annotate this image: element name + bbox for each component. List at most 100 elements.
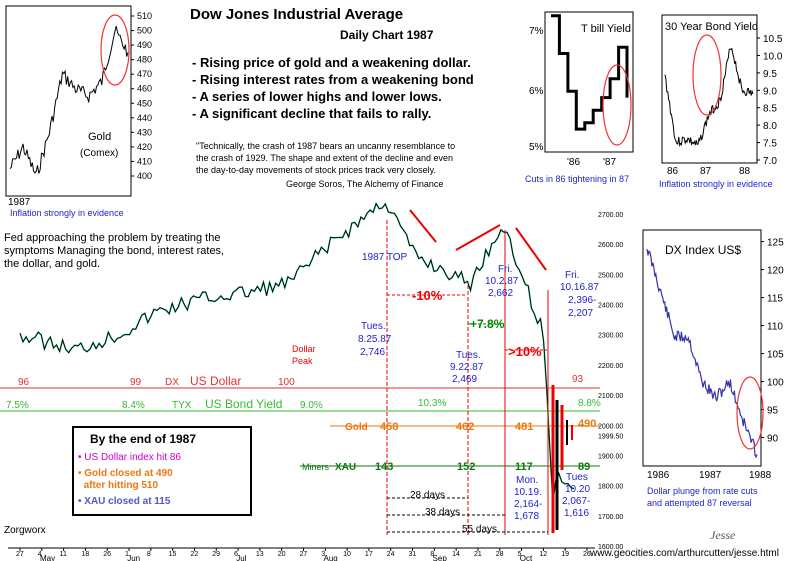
xau-val-2: 152 <box>457 461 475 473</box>
tues3-line3: 2,067- <box>562 496 590 507</box>
usd-val-4: 93 <box>572 374 584 385</box>
bond-xtick-86: 86 <box>667 166 679 177</box>
main-xtick-day: 17 <box>365 551 373 558</box>
bond-val-4: 10.3% <box>418 398 446 409</box>
pct-gt-10: >10% <box>508 344 542 359</box>
signature: Jesse <box>710 528 736 542</box>
main-xtick-month: Jun <box>127 554 140 561</box>
gold-ytick-label: 430 <box>137 127 152 137</box>
dx-axis: 90 95 100 105 110 115 120 125 <box>761 238 784 445</box>
bullet-3: - A series of lower highs and lower lows… <box>192 89 442 104</box>
dow-main-chart: 2700.00 2600.00 2500.00 2400.00 2300.00 2200.… <box>0 201 623 561</box>
gold-ytick-label: 410 <box>137 156 152 166</box>
tbill-xtick-87: '87 <box>603 157 616 168</box>
tues3-line4: 1,616 <box>564 508 589 519</box>
dollar-peak-2: Peak <box>292 356 313 366</box>
tbill-ytick-5: 5% <box>529 142 544 153</box>
bond-ytick-label: 9.0 <box>763 86 777 97</box>
main-ytick-label: 2600.00 <box>598 242 623 249</box>
main-xtick-month: Aug <box>324 554 338 561</box>
tbill-inset: T bill Yield 7% 6% 5% '86 '87 Cuts in 86… <box>525 11 634 184</box>
bullet-4: - A significant decline that fails to ra… <box>192 106 432 121</box>
chart-title: Dow Jones Industrial Average <box>190 6 404 23</box>
mon-line2: 10.19. <box>514 487 542 498</box>
main-xtick-day: 26 <box>583 551 591 558</box>
gold-ytick-label: 480 <box>137 55 152 65</box>
bond-caption: Inflation strongly in evidence <box>659 179 773 189</box>
dx-xtick-1988: 1988 <box>749 470 772 481</box>
website-link[interactable]: www.geocities.com/arthurcutten/jesse.htm… <box>590 548 779 559</box>
gold-comex-label: (Comex) <box>80 148 118 159</box>
dx-ytick-label: 100 <box>767 378 784 389</box>
trend-line-3 <box>515 227 547 271</box>
gold-val-4: 490 <box>578 418 596 430</box>
fri2-line1: Fri. <box>565 270 579 281</box>
dx-caption-1: Dollar plunge from rate cuts <box>647 486 758 496</box>
bond-ytick-label: 7.5 <box>763 139 777 150</box>
main-xtick-day: 21 <box>474 551 482 558</box>
tbill-ytick-6: 6% <box>529 86 544 97</box>
fri2-line4: 2,207 <box>568 308 593 319</box>
dollar-peak-1: Dollar <box>292 344 316 354</box>
gold-inset: 400 410 420 430 440 450 460 470 480 490 500 510 Gol… <box>5 5 152 218</box>
main-xtick-day: 31 <box>409 551 417 558</box>
tues2-line1: Tues. <box>456 350 481 361</box>
dx-caption-2: and attempted 87 reversal <box>647 498 752 508</box>
main-xtick-day: 20 <box>278 551 286 558</box>
days-38: 38 days <box>425 507 460 518</box>
main-ytick-label: 2100.00 <box>598 393 623 400</box>
summary-item-1-text: US Dollar index hit 86 <box>84 452 181 463</box>
main-xtick-day: 18 <box>81 551 89 558</box>
main-xtick-day: 27 <box>16 551 24 558</box>
tues3-line2: 10.20 <box>565 484 590 495</box>
dx-ytick-label: 105 <box>767 350 784 361</box>
main-xtick-day: 5 <box>518 551 522 558</box>
gold-inset-frame <box>5 5 132 197</box>
main-xtick-day: 15 <box>169 551 177 558</box>
dow-price-bars <box>19 202 575 501</box>
main-xtick-day: 4 <box>38 551 42 558</box>
main-xtick-day: 3 <box>321 551 325 558</box>
gold-caption: Inflation strongly in evidence <box>10 208 124 218</box>
gold-val-3: 481 <box>515 421 533 433</box>
dx-ytick-label: 90 <box>767 434 779 445</box>
dx-xtick-1987: 1987 <box>699 470 722 481</box>
main-ytick-label: 2200.00 <box>598 363 623 370</box>
tbill-xtick-86: '86 <box>567 157 580 168</box>
fri1-line2: 10.2.87 <box>485 276 519 287</box>
main-xtick-month: Oct <box>520 554 533 561</box>
dx-inset-frame <box>642 229 762 467</box>
xau-val-1: 143 <box>375 461 393 473</box>
gold-ytick-label: 470 <box>137 69 152 79</box>
bond-xtick-87: 87 <box>700 166 712 177</box>
main-xtick-day: 8 <box>430 551 434 558</box>
summary-title: By the end of 1987 <box>90 432 197 446</box>
main-xtick-day: 6 <box>234 551 238 558</box>
dx-title: DX Index US$ <box>665 243 741 257</box>
days-55: 55 days <box>462 524 497 535</box>
bond-inset: 30 Year Bond Yield 7.0 7.5 8.0 8.5 9.0 9.5 10.… <box>659 14 783 189</box>
bond-val-2: 8.4% <box>122 400 145 411</box>
fri2-line2: 10.16.87 <box>560 282 599 293</box>
main-xtick-day: 8 <box>147 551 151 558</box>
usd-val-2: 99 <box>130 377 142 388</box>
bond-xtick-88: 88 <box>739 166 751 177</box>
fed-text-2: symptoms Managing the bond, interest rat… <box>4 245 225 257</box>
main-xtick-day: 29 <box>212 551 220 558</box>
gold-val-1: 458 <box>380 421 398 433</box>
bond-yield-line <box>664 47 754 148</box>
dx-ytick-label: 110 <box>767 322 783 333</box>
trend-line-2 <box>455 224 501 251</box>
gold-year-label: 1987 <box>8 197 31 208</box>
gold-axis: 400 410 420 430 440 450 460 470 480 490 500 510 <box>131 11 152 181</box>
main-xtick-day: 10 <box>343 551 351 558</box>
gold-ytick-label: 400 <box>137 171 152 181</box>
gold-ytick-label: 500 <box>137 26 152 36</box>
usd-val-1: 96 <box>18 377 30 388</box>
bond-val-1: 7.5% <box>6 400 29 411</box>
summary-item-3: • XAU closed at 115 <box>78 496 171 507</box>
dx-index-line <box>646 248 758 459</box>
tbill-caption: Cuts in 86 tightening in 87 <box>525 174 629 184</box>
bullet-1: - Rising price of gold and a weakening d… <box>192 55 471 70</box>
